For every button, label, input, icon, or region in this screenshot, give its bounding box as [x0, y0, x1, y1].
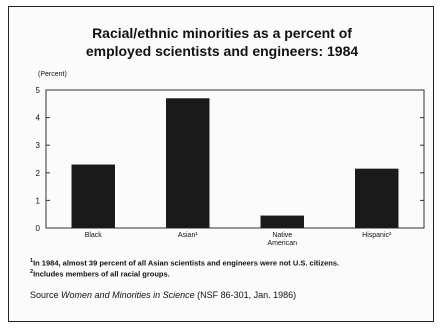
source-prefix: Source: [30, 290, 59, 300]
chart-frame: [8, 6, 434, 322]
y-tick-label: 4: [36, 114, 41, 123]
y-tick-label: 0: [36, 224, 41, 233]
x-tick-label: Native: [272, 232, 292, 239]
footnote-2-text: Includes members of all racial groups.: [33, 269, 170, 279]
bar: [355, 168, 399, 228]
y-tick-label: 2: [36, 169, 41, 178]
footnote-1-mark: 1: [30, 258, 34, 264]
x-tick-label: Hispanic²: [362, 232, 392, 239]
footnote-1-text: In 1984, almost 39 percent of all Asian …: [33, 258, 340, 268]
footnote-2: 2Includes members of all racial groups.: [30, 269, 170, 279]
plot-area-border: [45, 89, 425, 229]
chart-title-line1: Racial/ethnic minorities as a percent of: [92, 25, 352, 41]
footnote-2-mark: 2: [30, 269, 34, 275]
y-tick-label: 3: [36, 141, 41, 150]
bar: [166, 98, 210, 228]
bar: [260, 215, 304, 228]
footnote-1: 1In 1984, almost 39 percent of all Asian…: [30, 258, 339, 268]
chart-title-line2: employed scientists and engineers: 1984: [85, 43, 359, 59]
y-tick-label: 5: [36, 86, 41, 95]
source-details: (NSF 86-301, Jan. 1986): [197, 290, 297, 300]
source-note: Source Women and Minorities in Science (…: [30, 290, 296, 300]
chart-title: Racial/ethnic minorities as a percent of…: [0, 24, 444, 60]
y-tick-label: 1: [36, 196, 41, 205]
x-tick-label: Black: [85, 232, 103, 239]
bar: [71, 164, 115, 228]
x-tick-label: American: [267, 240, 297, 247]
y-axis-label: (Percent): [38, 71, 67, 78]
source-title: Women and Minorities in Science: [61, 290, 195, 300]
x-tick-label: Asian¹: [178, 232, 199, 239]
